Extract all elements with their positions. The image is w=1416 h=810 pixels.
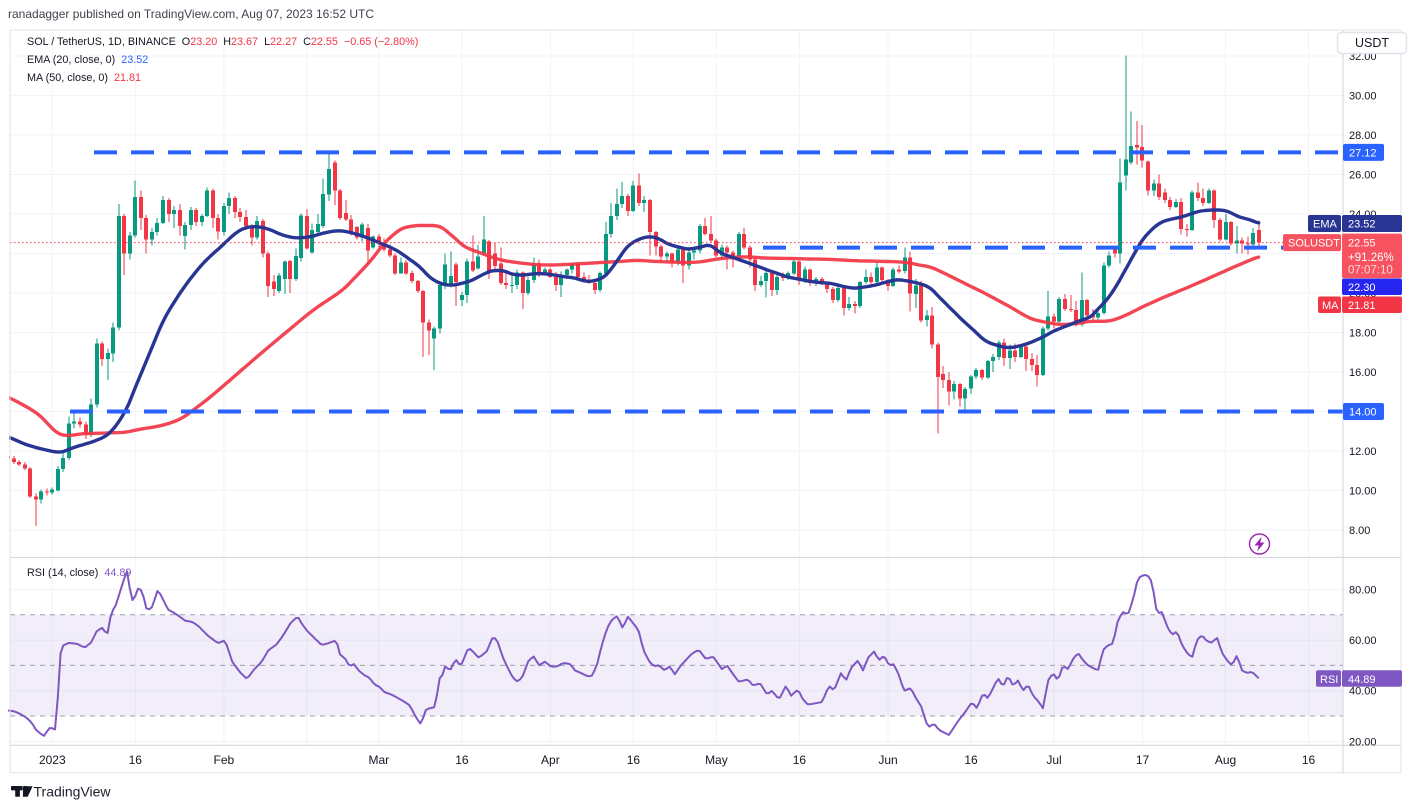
svg-text:22.30: 22.30 bbox=[1348, 282, 1376, 294]
svg-text:10.00: 10.00 bbox=[1349, 486, 1377, 498]
svg-text:26.00: 26.00 bbox=[1349, 170, 1377, 182]
svg-text:MA: MA bbox=[1322, 300, 1339, 312]
svg-text:21.81: 21.81 bbox=[1348, 300, 1376, 312]
svg-text:40.00: 40.00 bbox=[1349, 686, 1377, 698]
svg-text:07:07:10: 07:07:10 bbox=[1348, 265, 1393, 277]
svg-text:SOL / TetherUS, 1D, BINANCE O: SOL / TetherUS, 1D, BINANCE O23.20 H23.6… bbox=[27, 36, 418, 48]
svg-text:8.00: 8.00 bbox=[1349, 525, 1370, 537]
svg-text:Feb: Feb bbox=[214, 753, 235, 767]
svg-text:12.00: 12.00 bbox=[1349, 446, 1377, 458]
svg-text:14.00: 14.00 bbox=[1349, 407, 1377, 419]
svg-text:Apr: Apr bbox=[541, 753, 560, 767]
svg-text:28.00: 28.00 bbox=[1349, 130, 1377, 142]
svg-text:USDT: USDT bbox=[1355, 36, 1389, 50]
svg-text:44.89: 44.89 bbox=[1348, 674, 1376, 686]
svg-text:SOLUSDT: SOLUSDT bbox=[1288, 238, 1340, 250]
svg-text:16: 16 bbox=[793, 753, 807, 767]
svg-text:EMA (20, close, 0) 23.52: EMA (20, close, 0) 23.52 bbox=[27, 54, 148, 66]
svg-text:60.00: 60.00 bbox=[1349, 635, 1377, 647]
svg-text:18.00: 18.00 bbox=[1349, 328, 1377, 340]
svg-text:May: May bbox=[705, 753, 728, 767]
svg-text:ranadagger published on Tradin: ranadagger published on TradingView.com,… bbox=[8, 7, 374, 21]
svg-text:Jul: Jul bbox=[1046, 753, 1061, 767]
svg-text:Aug: Aug bbox=[1215, 753, 1236, 767]
svg-text:80.00: 80.00 bbox=[1349, 584, 1377, 596]
svg-text:16: 16 bbox=[129, 753, 143, 767]
svg-text:RSI: RSI bbox=[1320, 674, 1338, 686]
svg-text:EMA: EMA bbox=[1313, 219, 1338, 231]
svg-text:16: 16 bbox=[964, 753, 978, 767]
svg-text:+91.26%: +91.26% bbox=[1348, 252, 1394, 264]
svg-text:22.55: 22.55 bbox=[1348, 238, 1376, 250]
svg-text:27.12: 27.12 bbox=[1349, 147, 1377, 159]
svg-text:Jun: Jun bbox=[878, 753, 897, 767]
svg-text:2023: 2023 bbox=[39, 753, 66, 767]
svg-text:16: 16 bbox=[1302, 753, 1316, 767]
svg-text:Mar: Mar bbox=[368, 753, 389, 767]
svg-text:16: 16 bbox=[455, 753, 469, 767]
svg-text:16: 16 bbox=[627, 753, 641, 767]
svg-text:23.52: 23.52 bbox=[1348, 219, 1376, 231]
svg-text:20.00: 20.00 bbox=[1349, 736, 1377, 748]
svg-text:30.00: 30.00 bbox=[1349, 91, 1377, 103]
svg-text:TradingView: TradingView bbox=[34, 784, 112, 800]
svg-text:MA (50, close, 0) 21.81: MA (50, close, 0) 21.81 bbox=[27, 72, 141, 84]
svg-text:16.00: 16.00 bbox=[1349, 367, 1377, 379]
svg-text:RSI (14, close) 44.89: RSI (14, close) 44.89 bbox=[27, 567, 131, 579]
svg-text:17: 17 bbox=[1136, 753, 1150, 767]
